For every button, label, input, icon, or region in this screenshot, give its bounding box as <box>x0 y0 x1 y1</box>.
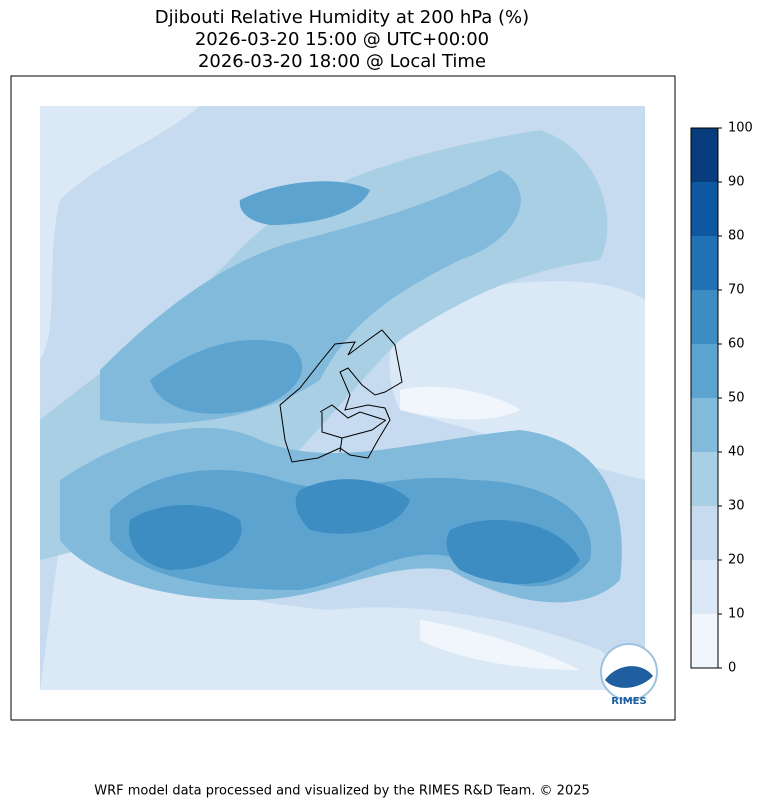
colorbar-segment <box>691 290 718 344</box>
field-peak <box>129 505 242 570</box>
colorbar-tick-label: 70 <box>728 283 745 298</box>
title-line: 2026-03-20 15:00 @ UTC+00:00 <box>195 29 489 50</box>
colorbar-segment <box>691 182 718 236</box>
logo-wave <box>605 666 653 688</box>
field-high <box>239 181 370 225</box>
title-block: Djibouti Relative Humidity at 200 hPa (%… <box>155 7 529 72</box>
colorbar-segment <box>691 506 718 560</box>
colorbar-tick-label: 30 <box>728 499 745 514</box>
country-border <box>279 329 403 463</box>
colorbar-tick-label: 10 <box>728 607 745 622</box>
colorbar-tick-label: 20 <box>728 553 745 568</box>
colorbar-tick-label: 40 <box>728 445 745 460</box>
colorbar-tick-label: 50 <box>728 391 745 406</box>
title-line: 2026-03-20 18:00 @ Local Time <box>198 51 486 72</box>
field-light <box>40 106 200 360</box>
colorbar-segment <box>691 128 718 182</box>
colorbar-tick-label: 60 <box>728 337 745 352</box>
colorbar-segment <box>691 614 718 668</box>
colorbar-tick-label: 80 <box>728 229 745 244</box>
colorbar-tick-label: 0 <box>728 661 736 676</box>
colorbar-segment <box>691 452 718 506</box>
colorbar-segment <box>691 398 718 452</box>
field-dry <box>420 620 580 670</box>
field-high <box>150 339 303 414</box>
humidity-field <box>40 106 645 690</box>
title-line: Djibouti Relative Humidity at 200 hPa (%… <box>155 7 529 28</box>
logo: RIMES <box>600 643 658 707</box>
colorbar: 0 10 20 30 40 50 60 70 80 90 100 <box>690 121 753 676</box>
field-peak <box>295 479 410 534</box>
field-light <box>389 281 645 480</box>
colorbar-segment <box>691 344 718 398</box>
colorbar-tick-label: 90 <box>728 175 745 190</box>
colorbar-tick-label: 100 <box>728 121 753 136</box>
footer: WRF model data processed and visualized … <box>94 784 590 799</box>
colorbar-segment <box>691 560 718 614</box>
field-peak <box>446 520 580 584</box>
field-dry <box>400 386 520 420</box>
colorbar-segment <box>691 236 718 290</box>
logo-text: RIMES <box>611 696 646 707</box>
